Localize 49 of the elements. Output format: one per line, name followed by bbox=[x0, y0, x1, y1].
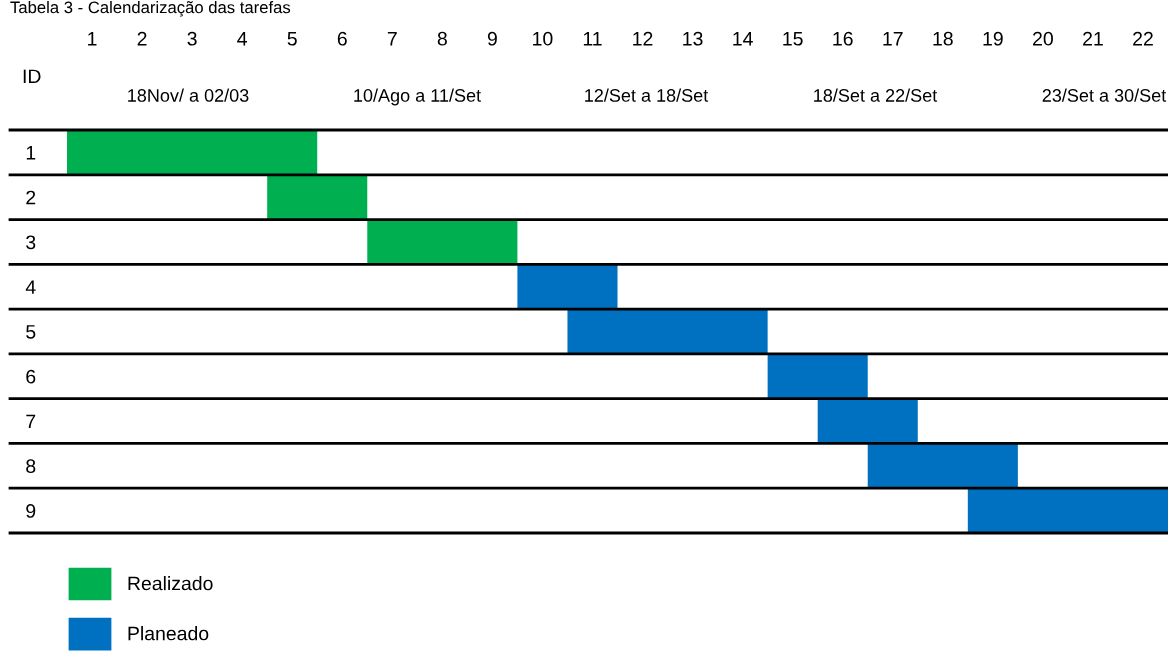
x-tick-label: 20 bbox=[1033, 31, 1053, 46]
y-tick-label: 9 bbox=[26, 504, 36, 518]
text: 18/Set a 22/Set bbox=[814, 88, 938, 102]
legend-label: Planeado bbox=[128, 626, 209, 641]
y-tick-label: 7 bbox=[26, 414, 36, 429]
x-tick-label: 18 bbox=[933, 31, 953, 46]
x-tick-label: 10 bbox=[533, 31, 553, 46]
y-tick-label: 8 bbox=[26, 459, 36, 474]
chart-title: Tabela 3 - Calendarização das tarefas bbox=[10, 1, 291, 17]
y-tick-label: 4 bbox=[25, 280, 36, 294]
y-tick-label: 3 bbox=[26, 235, 36, 250]
x-tick-label: 6 bbox=[337, 31, 347, 46]
bar bbox=[567, 309, 768, 354]
bar bbox=[817, 398, 918, 444]
x-tick-label: 11 bbox=[583, 32, 602, 46]
x-tick-label: 22 bbox=[1133, 31, 1153, 46]
x-tick-label: 17 bbox=[883, 32, 903, 46]
bar bbox=[517, 264, 618, 310]
text: 10/Ago a 11/Set bbox=[354, 88, 481, 106]
y-tick-label: 2 bbox=[26, 190, 36, 205]
x-tick-label: 3 bbox=[187, 31, 197, 46]
text: 23/Set a 30/Set bbox=[1042, 88, 1167, 102]
x-tick-label: 1 bbox=[88, 32, 97, 46]
y-axis-title: ID bbox=[23, 69, 41, 84]
x-tick-label: 8 bbox=[437, 31, 447, 46]
bar bbox=[867, 443, 1018, 489]
bar bbox=[367, 219, 518, 265]
bar bbox=[967, 488, 1168, 533]
bar bbox=[767, 353, 868, 399]
y-tick-label: 6 bbox=[26, 369, 36, 384]
bar bbox=[267, 174, 368, 220]
x-tick-label: 5 bbox=[287, 32, 297, 46]
x-tick-label: 16 bbox=[833, 31, 853, 46]
x-tick-label: 14 bbox=[733, 32, 753, 46]
y-tick-label: 1 bbox=[26, 146, 36, 160]
bar bbox=[67, 130, 318, 175]
x-tick-label: 7 bbox=[387, 32, 397, 46]
x-tick-label: 12 bbox=[633, 31, 653, 46]
x-tick-label: 4 bbox=[237, 32, 247, 46]
x-tick-label: 13 bbox=[683, 31, 703, 46]
x-tick-label: 9 bbox=[487, 31, 497, 46]
y-tick-label: 5 bbox=[26, 325, 36, 339]
x-tick-label: 2 bbox=[137, 31, 147, 46]
x-tick-label: 15 bbox=[783, 32, 803, 46]
text: 12/Set a 18/Set bbox=[585, 88, 709, 102]
text: 18Nov/ a 02/03 bbox=[128, 88, 249, 102]
legend-label: Realizado bbox=[128, 576, 213, 591]
x-tick-label: 19 bbox=[983, 31, 1003, 46]
x-tick-label: 21 bbox=[1083, 31, 1103, 46]
